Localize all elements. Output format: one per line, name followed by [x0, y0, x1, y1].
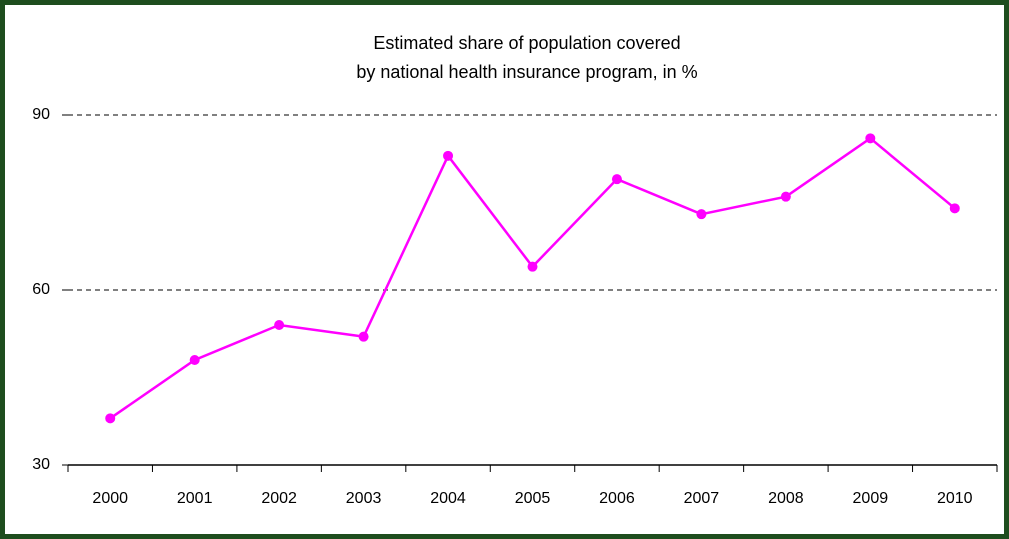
- x-tick-label: 2003: [346, 490, 382, 507]
- y-tick-label: 90: [32, 106, 50, 123]
- chart-title: by national health insurance program, in…: [356, 62, 697, 82]
- x-tick-label: 2002: [261, 490, 297, 507]
- x-tick-label: 2009: [853, 490, 889, 507]
- x-tick-label: 2010: [937, 490, 973, 507]
- y-tick-label: 30: [32, 456, 50, 473]
- point: [443, 150, 454, 161]
- point: [189, 355, 200, 365]
- point: [611, 174, 622, 185]
- x-tick-label: 2004: [430, 490, 466, 507]
- point: [780, 191, 791, 202]
- chart-title: Estimated share of population covered: [373, 33, 680, 53]
- point: [358, 331, 369, 342]
- point: [105, 413, 116, 424]
- x-tick-label: 2008: [768, 490, 804, 507]
- x-tick-label: 2006: [599, 490, 635, 507]
- x-tick-label: 2005: [515, 490, 551, 507]
- point: [527, 261, 538, 272]
- x-tick-label: 2000: [92, 490, 128, 507]
- x-tick-label: 2007: [684, 490, 720, 507]
- x-tick-label: 2001: [177, 490, 213, 507]
- point: [696, 209, 707, 220]
- point: [949, 203, 960, 214]
- y-tick-label: 60: [32, 281, 50, 298]
- point: [865, 133, 876, 144]
- point: [274, 320, 285, 330]
